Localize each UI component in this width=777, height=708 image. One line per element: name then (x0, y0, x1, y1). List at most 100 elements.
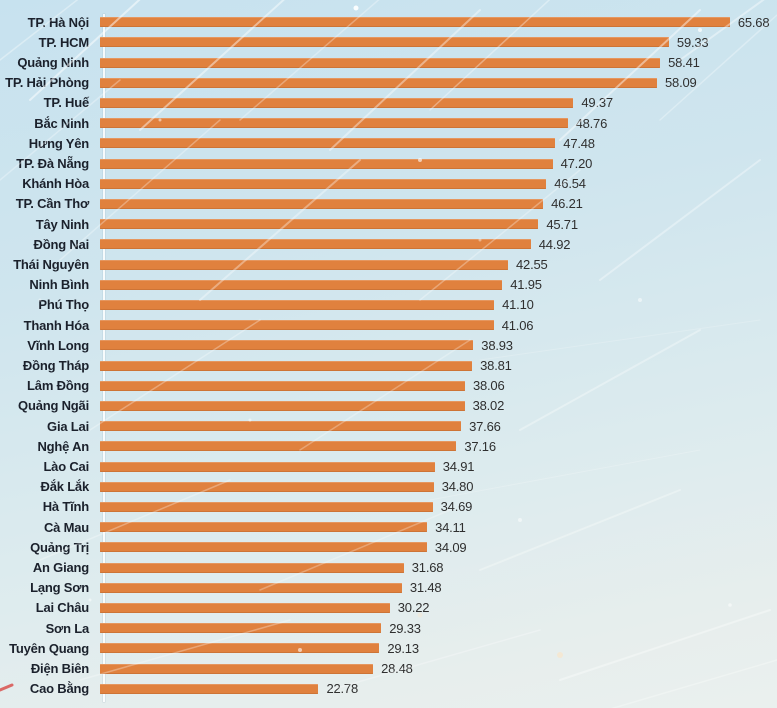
value-label: 37.66 (469, 418, 501, 434)
category-label: Đồng Nai (33, 236, 90, 252)
bar (100, 299, 495, 310)
bar-row: Quảng Ninh 58.41 (0, 52, 777, 72)
bar (100, 360, 473, 371)
category-label: Đắk Lắk (40, 479, 90, 495)
bar-track: 59.33 (100, 32, 777, 52)
category-label: Quảng Ngãi (18, 398, 89, 414)
bar-track: 38.02 (100, 396, 777, 416)
category-label: Quảng Ninh (17, 55, 89, 70)
category-label: TP. Cần Thơ (15, 196, 89, 212)
bar-track: 34.09 (100, 537, 777, 557)
bar-track: 28.48 (100, 659, 777, 679)
bar-track: 49.37 (100, 93, 777, 113)
value-label: 34.80 (441, 479, 474, 495)
bar (100, 239, 531, 250)
category-label: Bắc Ninh (34, 115, 89, 131)
category-label: Phú Thọ (38, 297, 89, 313)
bar-track: 46.54 (100, 174, 777, 194)
bar-row: Nghệ An 37.16 (0, 436, 777, 456)
bar (100, 97, 574, 108)
bar-track: 34.80 (100, 477, 777, 497)
bar (100, 219, 539, 230)
category-label: Hưng Yên (28, 135, 90, 151)
value-label: 28.48 (381, 661, 413, 677)
bar-chart: TP. Hà Nội 65.68 TP. HCM 59.33 Quảng Nin… (0, 12, 777, 702)
value-label: 59.33 (676, 34, 709, 50)
bar-track: 29.13 (100, 638, 777, 658)
bar (100, 481, 434, 492)
value-label: 31.68 (411, 560, 444, 576)
value-label: 49.37 (581, 95, 613, 111)
category-label: TP. Huế (43, 95, 90, 111)
bar (100, 562, 404, 573)
bar (100, 602, 390, 613)
bar-track: 37.66 (100, 416, 777, 436)
bar-row: Lâm Đồng 38.06 (0, 376, 777, 396)
category-label: TP. Hà Nội (27, 14, 90, 30)
bar-row: Lạng Sơn 31.48 (0, 578, 777, 598)
category-label: Ninh Bình (29, 277, 89, 293)
category-label: Gia Lai (47, 418, 89, 434)
bar (100, 380, 465, 391)
bar-track: 38.06 (100, 376, 777, 396)
bar-row: Vĩnh Long 38.93 (0, 335, 777, 355)
bar-track: 22.78 (100, 679, 777, 699)
bar (100, 158, 553, 169)
bar-row: TP. Cần Thơ 46.21 (0, 194, 777, 214)
category-label: TP. HCM (38, 34, 90, 50)
bar-track: 41.06 (100, 315, 777, 335)
bar-row: Đồng Tháp 38.81 (0, 355, 777, 375)
category-label: Cao Bằng (29, 681, 89, 697)
value-label: 44.92 (538, 236, 571, 252)
value-label: 41.10 (502, 297, 534, 313)
bar (100, 461, 435, 472)
bar (100, 37, 669, 48)
category-label: Điện Biên (30, 661, 89, 677)
bar-row: Quảng Trị 34.09 (0, 537, 777, 557)
bar-row: Sơn La 29.33 (0, 618, 777, 638)
category-label: Đồng Tháp (22, 358, 89, 374)
value-label: 34.11 (435, 519, 466, 535)
bar (100, 501, 433, 512)
bar-row: Cao Bằng 22.78 (0, 679, 777, 699)
bar (100, 623, 382, 634)
bar-row: TP. Huế 49.37 (0, 93, 777, 113)
bar-row: Gia Lai 37.66 (0, 416, 777, 436)
bar (100, 400, 465, 411)
value-label: 38.81 (480, 358, 512, 374)
category-label: An Giang (32, 560, 89, 576)
value-label: 45.71 (546, 216, 578, 232)
bar-track: 46.21 (100, 194, 777, 214)
bar-track: 58.41 (100, 52, 777, 72)
bar-track: 47.48 (100, 133, 777, 153)
bar-row: Lào Cai 34.91 (0, 456, 777, 476)
bar-row: Điện Biên 28.48 (0, 659, 777, 679)
category-label: Thanh Hóa (23, 317, 90, 333)
bar-row: Thái Nguyên 42.55 (0, 254, 777, 274)
value-label: 30.22 (397, 600, 430, 616)
bar (100, 542, 427, 553)
category-label: Thái Nguyên (13, 257, 89, 273)
bar-track: 45.71 (100, 214, 777, 234)
bar (100, 57, 661, 68)
value-label: 34.69 (440, 499, 473, 515)
bar-rows-container: TP. Hà Nội 65.68 TP. HCM 59.33 Quảng Nin… (0, 12, 777, 699)
value-label: 34.09 (434, 539, 467, 555)
value-label: 38.06 (472, 378, 505, 394)
bar-row: Hưng Yên 47.48 (0, 133, 777, 153)
bar (100, 178, 547, 189)
bar-row: TP. HCM 59.33 (0, 32, 777, 52)
bar-track: 44.92 (100, 234, 777, 254)
value-label: 46.54 (554, 176, 586, 192)
value-label: 48.76 (575, 115, 608, 131)
bar (100, 683, 319, 694)
bar-row: Khánh Hòa 46.54 (0, 174, 777, 194)
value-label: 58.41 (668, 55, 700, 70)
bar (100, 663, 374, 674)
category-label: Tây Ninh (35, 216, 89, 232)
bar (100, 522, 428, 533)
value-label: 29.33 (389, 620, 421, 636)
bar-row: Thanh Hóa 41.06 (0, 315, 777, 335)
bar-row: Tây Ninh 45.71 (0, 214, 777, 234)
